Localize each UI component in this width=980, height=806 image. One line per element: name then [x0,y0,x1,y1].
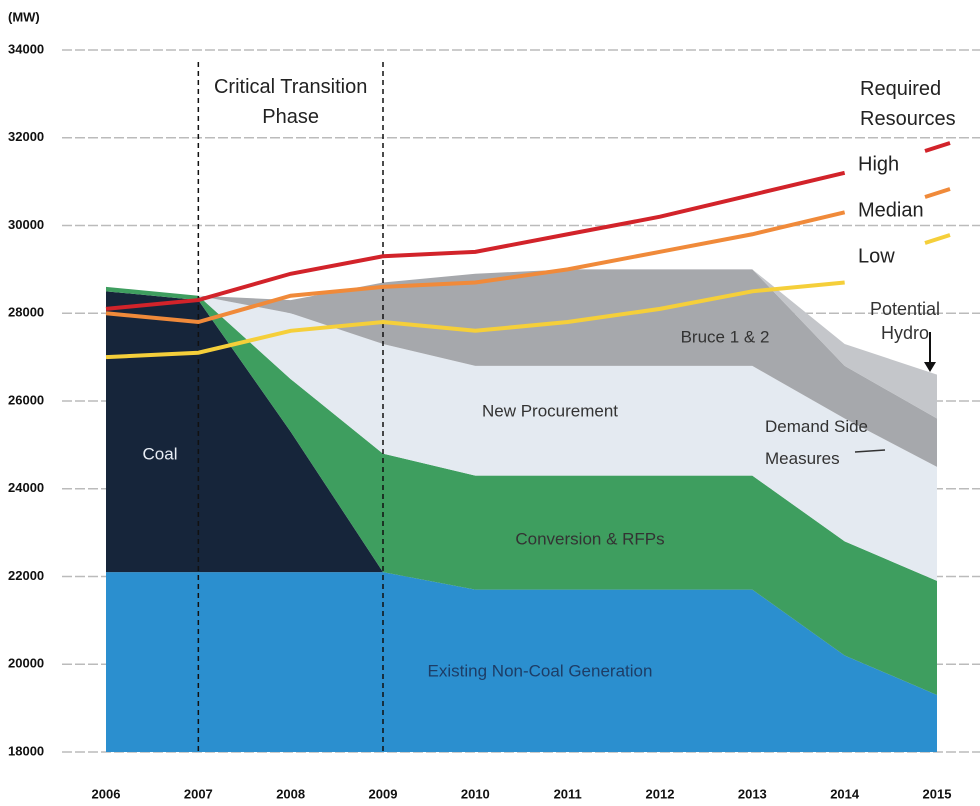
legend-swatch [924,233,951,245]
area-label: Potential Hydro [870,299,940,343]
legend-swatch [924,187,951,199]
x-tick-label: 2012 [646,786,675,801]
arrow [854,449,886,453]
area-label: Coal [143,444,178,463]
area [106,286,937,581]
legend-label: Median [858,199,924,221]
y-tick-label: 18000 [8,743,44,758]
arrow-head [924,362,936,372]
area-label: Bruce 1 & 2 [681,327,770,346]
x-tick-label: 2013 [738,786,767,801]
y-tick-label: 28000 [8,305,44,320]
annotation: Demand Side Measures [765,417,868,468]
x-tick-label: 2015 [923,786,952,801]
legend-title: Required Resources [860,78,956,130]
y-tick-label: 26000 [8,392,44,407]
y-tick-label: 20000 [8,656,44,671]
x-tick-label: 2006 [92,786,121,801]
x-tick-label: 2008 [276,786,305,801]
x-tick-label: 2011 [554,786,582,801]
legend-label: Low [858,245,895,267]
x-tick-label: 2014 [830,786,860,801]
y-tick-label: 32000 [8,129,44,144]
area-label: Conversion & RFPs [515,529,664,548]
legend-label: High [858,153,899,175]
area [106,269,937,467]
line [105,210,846,325]
area [106,291,937,695]
legend-swatch [924,141,951,153]
y-tick-label: 30000 [8,217,44,232]
area [106,286,937,695]
y-axis-label: (MW) [8,9,40,24]
line [105,280,845,360]
area-label: New Procurement [482,401,618,420]
area-label: Existing Non-Coal Generation [428,661,653,680]
y-tick-label: 22000 [8,568,44,583]
x-tick-label: 2010 [461,786,490,801]
x-tick-label: 2009 [369,786,398,801]
line [105,170,846,311]
phase-label: Critical Transition Phase [214,76,367,128]
area [106,572,937,752]
y-tick-label: 24000 [8,480,44,495]
x-tick-label: 2007 [184,786,213,801]
y-tick-label: 34000 [8,41,44,56]
